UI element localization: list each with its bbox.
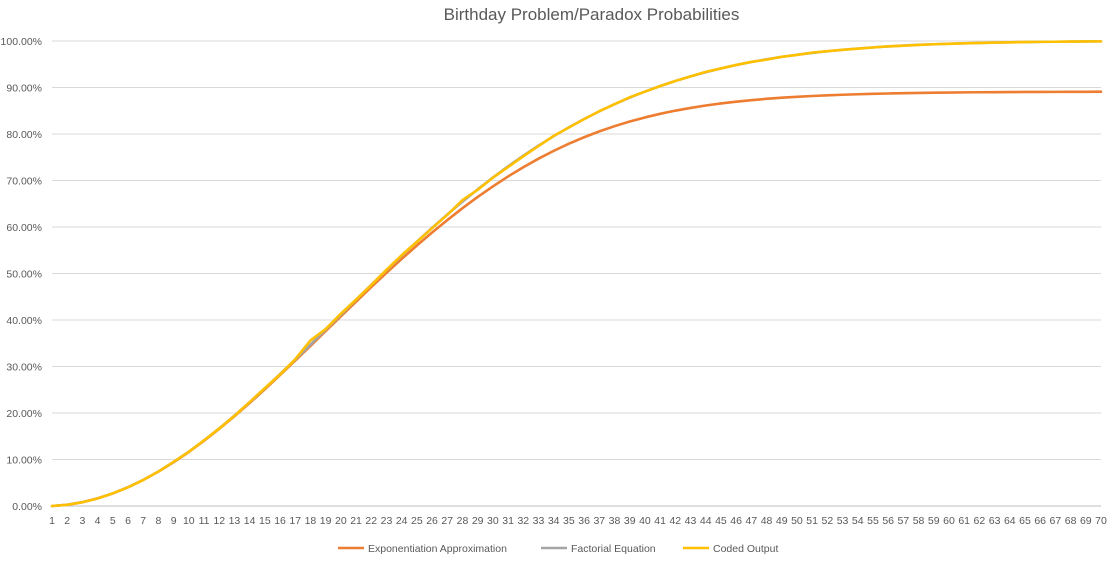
legend-label: Factorial Equation (571, 543, 656, 555)
x-tick-label: 57 (898, 515, 910, 527)
x-tick-label: 68 (1065, 515, 1077, 527)
x-tick-label: 21 (350, 515, 362, 527)
y-tick-label: 100.00% (1, 36, 42, 48)
x-tick-label: 32 (517, 515, 529, 527)
x-tick-label: 60 (943, 515, 955, 527)
x-tick-label: 63 (989, 515, 1001, 527)
x-tick-label: 28 (457, 515, 469, 527)
x-tick-label: 46 (730, 515, 742, 527)
x-tick-label: 43 (685, 515, 697, 527)
x-tick-label: 25 (411, 515, 423, 527)
x-tick-label: 62 (974, 515, 986, 527)
x-tick-label: 50 (791, 515, 803, 527)
x-tick-label: 58 (913, 515, 925, 527)
x-tick-label: 38 (609, 515, 621, 527)
x-tick-label: 31 (502, 515, 514, 527)
x-tick-label: 48 (761, 515, 773, 527)
x-tick-label: 61 (958, 515, 970, 527)
x-tick-label: 36 (578, 515, 590, 527)
x-tick-label: 15 (259, 515, 271, 527)
chart-title: Birthday Problem/Paradox Probabilities (444, 5, 740, 24)
series-line-1 (50, 90, 1103, 508)
x-tick-label: 47 (745, 515, 757, 527)
x-tick-label: 70 (1095, 515, 1107, 527)
x-tick-label: 49 (776, 515, 788, 527)
x-tick-label: 53 (837, 515, 849, 527)
y-tick-label: 70.00% (6, 176, 42, 188)
legend: Exponentiation Approximation Factorial Eq… (338, 543, 778, 555)
x-tick-label: 27 (441, 515, 453, 527)
y-tick-label: 80.00% (6, 129, 42, 141)
x-tick-label: 54 (852, 515, 864, 527)
x-tick-label: 66 (1034, 515, 1046, 527)
x-tick-label: 59 (928, 515, 940, 527)
y-tick-label: 90.00% (6, 83, 42, 95)
series-line-3 (50, 40, 1103, 508)
gridlines (52, 40, 1101, 507)
x-tick-label: 14 (244, 515, 256, 527)
x-tick-label: 30 (487, 515, 499, 527)
x-tick-label: 16 (274, 515, 286, 527)
y-tick-label: 60.00% (6, 222, 42, 234)
legend-label: Coded Output (713, 543, 778, 555)
x-tick-label: 9 (171, 515, 177, 527)
x-tick-label: 41 (654, 515, 666, 527)
x-tick-label: 69 (1080, 515, 1092, 527)
x-tick-label: 13 (229, 515, 241, 527)
x-tick-label: 6 (125, 515, 131, 527)
series-lines (50, 40, 1103, 508)
x-axis-ticks: 1 2 3 4 5 6 7 8 9 10 11 12 13 14 15 16 17 18 19 20 21 22 23 24 2… (49, 515, 1107, 527)
x-tick-label: 1 (49, 515, 55, 527)
x-tick-label: 10 (183, 515, 195, 527)
x-tick-label: 29 (472, 515, 484, 527)
y-tick-label: 0.00% (12, 501, 42, 513)
x-tick-label: 51 (806, 515, 818, 527)
x-tick-label: 18 (305, 515, 317, 527)
x-tick-label: 42 (669, 515, 681, 527)
x-tick-label: 35 (563, 515, 575, 527)
x-tick-label: 19 (320, 515, 332, 527)
x-tick-label: 64 (1004, 515, 1016, 527)
x-tick-label: 26 (426, 515, 438, 527)
x-tick-label: 2 (64, 515, 70, 527)
x-tick-label: 8 (155, 515, 161, 527)
y-axis-ticks: 0.00% 10.00% 20.00% 30.00% 40.00% 50.00% 60.00… (1, 36, 42, 513)
x-tick-label: 40 (639, 515, 651, 527)
y-tick-label: 40.00% (6, 315, 42, 327)
x-tick-label: 39 (624, 515, 636, 527)
x-tick-label: 24 (396, 515, 408, 527)
x-tick-label: 34 (548, 515, 560, 527)
x-tick-label: 5 (110, 515, 116, 527)
x-tick-label: 67 (1050, 515, 1062, 527)
y-tick-label: 30.00% (6, 362, 42, 374)
x-tick-label: 22 (365, 515, 377, 527)
y-tick-label: 20.00% (6, 408, 42, 420)
x-tick-label: 65 (1019, 515, 1031, 527)
y-tick-label: 10.00% (6, 455, 42, 467)
y-tick-label: 50.00% (6, 269, 42, 281)
x-tick-label: 56 (882, 515, 894, 527)
x-tick-label: 55 (867, 515, 879, 527)
legend-label: Exponentiation Approximation (368, 543, 507, 555)
x-tick-label: 33 (533, 515, 545, 527)
x-tick-label: 4 (95, 515, 101, 527)
x-tick-label: 7 (140, 515, 146, 527)
x-tick-label: 12 (213, 515, 225, 527)
x-tick-label: 37 (593, 515, 605, 527)
x-tick-label: 20 (335, 515, 347, 527)
x-tick-label: 11 (199, 515, 210, 527)
x-tick-label: 52 (822, 515, 834, 527)
x-tick-label: 44 (700, 515, 712, 527)
x-tick-label: 23 (381, 515, 393, 527)
x-tick-label: 17 (289, 515, 301, 527)
x-tick-label: 3 (79, 515, 85, 527)
x-tick-label: 45 (715, 515, 727, 527)
